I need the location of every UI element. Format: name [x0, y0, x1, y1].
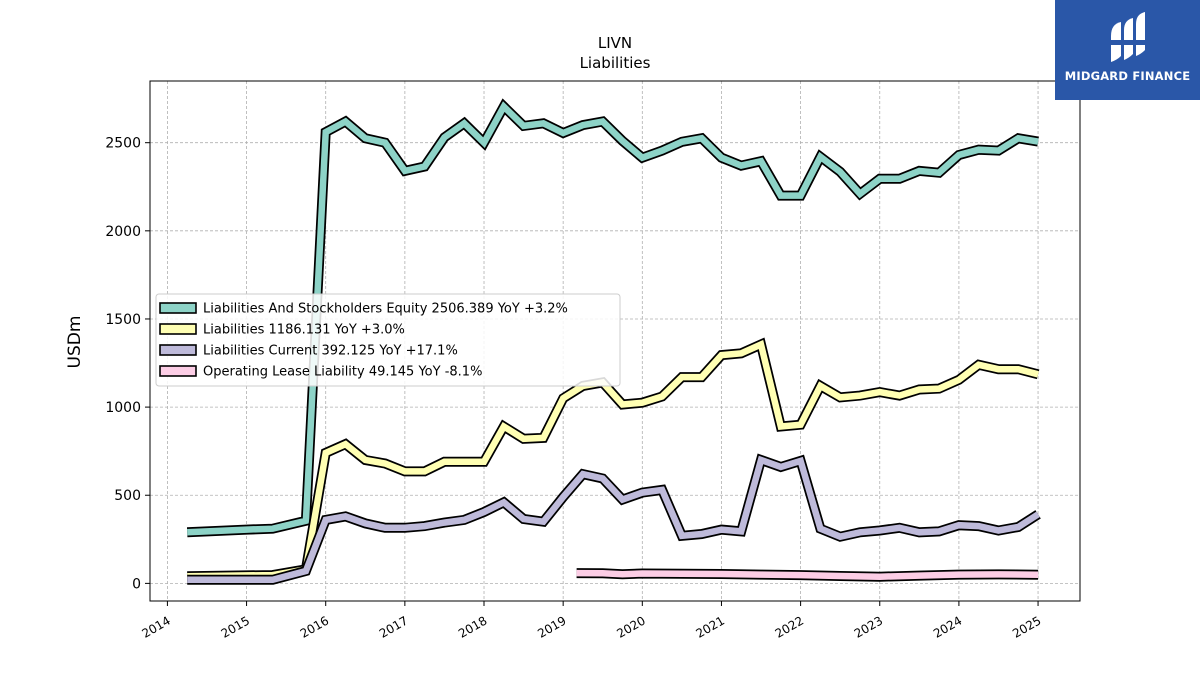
- x-tick-label: 2024: [931, 613, 964, 640]
- y-tick-label: 1500: [105, 312, 141, 328]
- series-line-liabilities-current: [187, 455, 1040, 584]
- y-tick-label: 2000: [105, 224, 141, 240]
- legend-label: Liabilities 1186.131 YoY +3.0%: [203, 323, 405, 338]
- legend-swatch: [159, 323, 197, 335]
- midgard-finance-logo: MIDGARD FINANCE: [1055, 0, 1200, 100]
- x-tick-label: 2014: [139, 613, 172, 640]
- y-axis-label: USDm: [65, 316, 85, 369]
- legend-label: Operating Lease Liability 49.145 YoY -8.…: [203, 365, 482, 380]
- series-line-liabilities-and-stockholders-equity: [187, 101, 1039, 536]
- y-tick-label: 2500: [105, 136, 141, 152]
- x-tick-label: 2019: [535, 613, 568, 640]
- logo-text: MIDGARD FINANCE: [1064, 69, 1191, 83]
- chart-title: LIVN: [598, 34, 632, 52]
- series-lines: [186, 98, 1041, 585]
- x-tick-label: 2025: [1010, 613, 1043, 640]
- series-line-liabilities: [187, 339, 1039, 580]
- x-tick-label: 2022: [773, 613, 806, 640]
- legend-label: Liabilities Current 392.125 YoY +17.1%: [203, 344, 458, 359]
- legend: Liabilities And Stockholders Equity 2506…: [155, 293, 621, 387]
- x-tick-label: 2023: [852, 613, 885, 640]
- y-tick-label: 1000: [105, 400, 141, 416]
- series-line-operating-lease-liability: [576, 569, 1039, 580]
- x-tick-label: 2016: [298, 613, 331, 640]
- plot-area-frame: [149, 80, 1081, 602]
- x-tick-label: 2015: [219, 613, 252, 640]
- chart-subtitle: Liabilities: [580, 54, 651, 72]
- y-tick-label: 500: [114, 488, 141, 504]
- legend-swatch: [159, 365, 197, 377]
- y-tick-label: 0: [132, 576, 141, 592]
- y-axis: 0 500 1000 1500 2000 2500: [105, 136, 150, 592]
- x-tick-label: 2017: [377, 613, 410, 640]
- x-tick-label: 2018: [456, 613, 489, 640]
- legend-swatch: [159, 344, 197, 356]
- legend-label: Liabilities And Stockholders Equity 2506…: [203, 302, 568, 317]
- x-tick-label: 2021: [694, 613, 727, 640]
- legend-box: [155, 293, 621, 387]
- midgard-logo-icon: [1109, 12, 1147, 62]
- x-axis: 2014 2015 2016 2017 2018 2019 2020 2021 2022 2023…: [139, 601, 1044, 641]
- x-tick-label: 2020: [614, 613, 647, 640]
- legend-swatch: [159, 302, 197, 314]
